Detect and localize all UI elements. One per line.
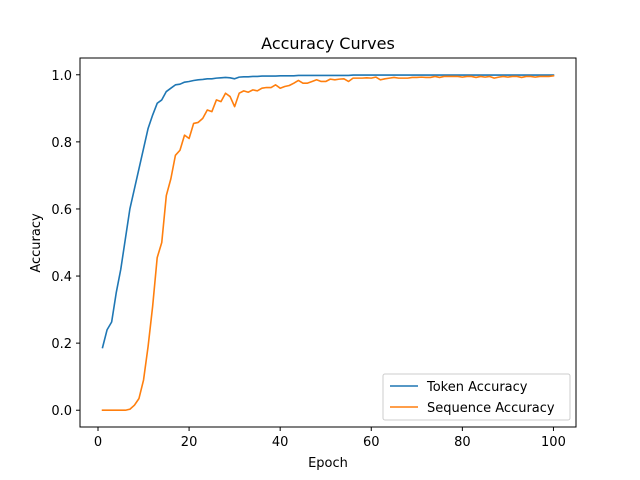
y-tick-label: 0.2 [51,337,72,352]
y-tick-label: 0.0 [51,404,72,419]
legend: Token Accuracy Sequence Accuracy [382,373,571,421]
legend-label: Sequence Accuracy [427,401,555,416]
x-tick-label: 20 [181,435,198,450]
series-layer [101,74,555,412]
legend-box [382,373,571,421]
series-line-sequence-accuracy [101,74,555,412]
x-axis-label: Epoch [308,456,348,471]
legend-label: Token Accuracy [426,380,528,395]
x-tick-label: 0 [94,435,102,450]
axes-background [80,58,576,427]
y-tick-label: 0.4 [51,270,72,285]
x-tick-label: 80 [454,435,471,450]
axes-frame [79,57,577,428]
chart-title: Accuracy Curves [261,34,395,53]
x-tick-label: 100 [541,435,566,450]
x-tick-label: 60 [363,435,380,450]
x-axis: 0 20 40 60 80 100 [94,427,566,450]
y-axis: 0.0 0.2 0.4 0.6 0.8 1.0 [51,69,80,419]
plot-area [80,58,576,427]
y-axis-label: Accuracy [29,213,44,273]
series-line-token-accuracy [101,74,555,349]
y-tick-label: 1.0 [51,69,72,84]
y-tick-label: 0.8 [51,136,72,151]
y-tick-label: 0.6 [51,203,72,218]
x-tick-label: 40 [272,435,289,450]
